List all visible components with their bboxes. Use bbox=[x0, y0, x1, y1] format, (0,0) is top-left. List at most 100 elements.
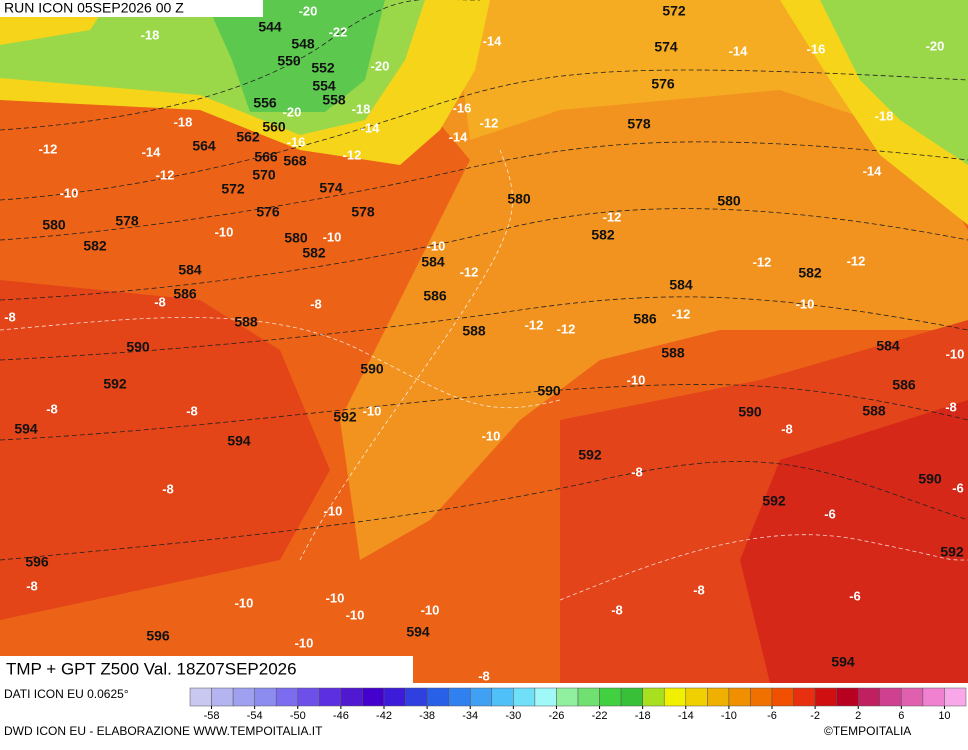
colorbar-swatch bbox=[599, 687, 622, 707]
geopotential-label: 592 bbox=[578, 447, 602, 463]
colorbar-tick-label: -46 bbox=[333, 710, 349, 722]
colorbar: -58 -54 -50 -46 -42 -38 -34 -30 -26 -22 -18 -14 -10-… bbox=[189, 687, 967, 722]
geopotential-label: 592 bbox=[762, 493, 786, 509]
geopotential-label: 586 bbox=[892, 377, 916, 393]
colorbar-swatch bbox=[319, 687, 342, 707]
colorbar-tick-label: -10 bbox=[721, 710, 737, 722]
geopotential-label: 584 bbox=[876, 338, 900, 354]
temperature-label: -12 bbox=[525, 317, 544, 332]
temperature-label: -10 bbox=[323, 229, 342, 244]
temperature-label: -14 bbox=[361, 120, 381, 135]
geopotential-label: 580 bbox=[42, 217, 66, 233]
temperature-label: -16 bbox=[287, 134, 306, 149]
colorbar-swatch bbox=[771, 687, 794, 707]
colorbar-swatch bbox=[469, 687, 493, 707]
isoline bbox=[0, 208, 968, 301]
colorbar-tick-label: -26 bbox=[548, 710, 564, 722]
temperature-label: -14 bbox=[729, 43, 749, 58]
temperature-label: -10 bbox=[427, 238, 446, 253]
temperature-label: -8 bbox=[478, 668, 490, 683]
geopotential-label: 590 bbox=[918, 471, 942, 487]
geopotential-label: 572 bbox=[221, 181, 245, 197]
colorbar-swatch bbox=[297, 687, 320, 707]
geopotential-label: 590 bbox=[738, 404, 762, 420]
geopotential-label: 582 bbox=[591, 227, 615, 243]
colorbar-swatch bbox=[491, 687, 514, 707]
isoline bbox=[0, 384, 968, 441]
colorbar-swatch bbox=[534, 687, 557, 707]
geopotential-label: 578 bbox=[115, 213, 139, 229]
colorbar-swatch bbox=[685, 687, 708, 707]
temperature-label: -22 bbox=[329, 24, 348, 39]
geopotential-label: 588 bbox=[661, 345, 685, 361]
geopotential-label: 562 bbox=[236, 129, 260, 145]
product-box bbox=[0, 656, 413, 683]
colorbar-swatch bbox=[663, 687, 687, 707]
isoline bbox=[0, 296, 968, 361]
geopotential-label: 554 bbox=[312, 78, 336, 94]
geopotential-label: 590 bbox=[360, 361, 384, 377]
temperature-label: -10 bbox=[421, 602, 440, 617]
geopotential-label: 580 bbox=[284, 230, 308, 246]
colorbar-tick-label: 6 bbox=[898, 710, 904, 722]
temperature-label: -8 bbox=[781, 421, 793, 436]
geopotential-label: 592 bbox=[103, 376, 127, 392]
colorbar-tick-label: -14 bbox=[678, 710, 694, 722]
geopotential-label: 594 bbox=[831, 654, 855, 670]
colorbar-swatch bbox=[340, 687, 363, 707]
geopotential-label: 578 bbox=[627, 116, 651, 132]
colorbar-tick-label: -54 bbox=[247, 710, 263, 722]
geopotential-label: 594 bbox=[406, 624, 430, 640]
geopotential-label: 580 bbox=[507, 191, 531, 207]
geopotential-label: 596 bbox=[146, 628, 170, 644]
colorbar-swatch bbox=[275, 687, 299, 707]
temperature-label: -8 bbox=[611, 602, 623, 617]
geopotential-label: 588 bbox=[234, 314, 258, 330]
geopotential-label: 578 bbox=[351, 204, 375, 220]
cool-area bbox=[430, 0, 870, 140]
temperature-label: -18 bbox=[875, 108, 894, 123]
geopotential-label: 592 bbox=[940, 544, 964, 560]
colorbar-swatch bbox=[232, 687, 255, 707]
temperature-label: -20 bbox=[299, 3, 318, 18]
isotherm bbox=[559, 534, 968, 601]
colorbar-tick-label: -30 bbox=[505, 710, 521, 722]
geopotential-label: 590 bbox=[537, 383, 561, 399]
temperature-label: -12 bbox=[460, 264, 479, 279]
geopotential-label: 582 bbox=[798, 265, 822, 281]
colorbar-swatch bbox=[879, 687, 902, 707]
geopotential-label: 596 bbox=[25, 554, 49, 570]
temperature-label: -12 bbox=[343, 147, 362, 162]
isotherm bbox=[0, 317, 561, 409]
colorbar-swatch bbox=[836, 687, 859, 707]
temperature-label: -10 bbox=[235, 595, 254, 610]
temperature-label: -12 bbox=[753, 254, 772, 269]
data-source: DATI ICON EU 0.0625° bbox=[4, 687, 129, 701]
geopotential-label: 548 bbox=[291, 36, 315, 52]
geopotential-label: 594 bbox=[227, 433, 251, 449]
geopotential-label: 582 bbox=[83, 238, 107, 254]
colorbar-swatch bbox=[211, 687, 234, 707]
temperature-label: -8 bbox=[46, 401, 58, 416]
geopotential-label: 568 bbox=[283, 153, 307, 169]
colorbar-tick-label: -2 bbox=[810, 710, 820, 722]
temperature-label: -10 bbox=[946, 346, 965, 361]
geopotential-label: 576 bbox=[256, 204, 280, 220]
temperature-label: -14 bbox=[483, 33, 503, 48]
geopotential-label: 586 bbox=[173, 286, 197, 302]
temperature-label: -10 bbox=[326, 590, 345, 605]
geopotential-label: 556 bbox=[253, 95, 277, 111]
geopotential-label: 550 bbox=[277, 53, 301, 69]
colorbar-tick-label: -18 bbox=[635, 710, 651, 722]
temperature-label: -6 bbox=[849, 588, 861, 603]
geopotential-label: 570 bbox=[252, 167, 276, 183]
colorbar-swatch bbox=[254, 687, 277, 707]
isoline bbox=[0, 69, 968, 201]
colder-area bbox=[820, 0, 968, 165]
temperature-label: -14 bbox=[142, 144, 162, 159]
colorbar-tick-label: 10 bbox=[938, 710, 950, 722]
credits: DWD ICON EU - ELABORAZIONE WWW.TEMPOITAL… bbox=[4, 724, 323, 738]
isolines bbox=[0, 0, 968, 601]
